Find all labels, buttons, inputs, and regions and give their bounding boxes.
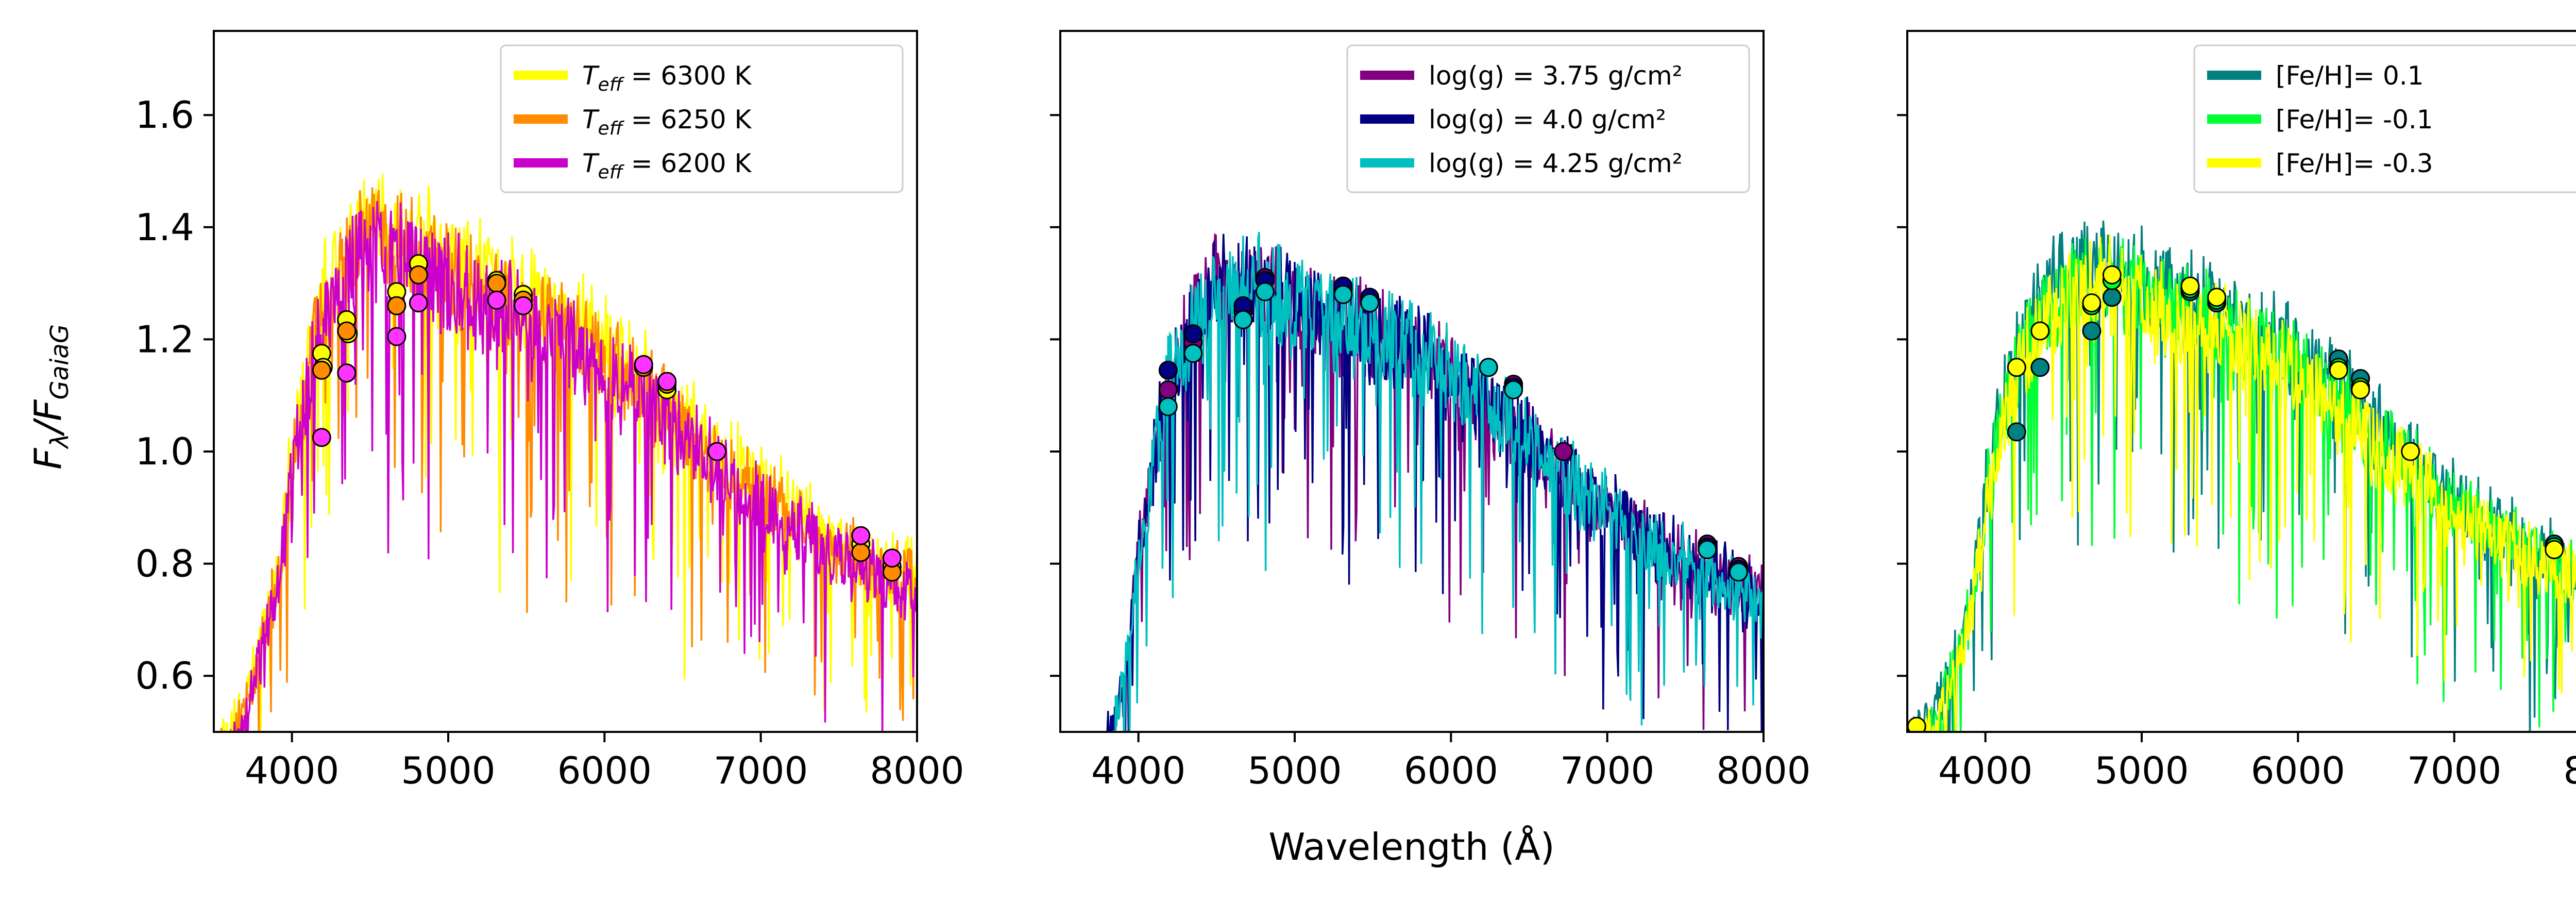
data-point xyxy=(487,290,506,310)
data-point xyxy=(387,296,406,315)
legend-label: [Fe/H]= -0.3 xyxy=(2276,148,2433,178)
data-point xyxy=(409,293,428,313)
data-point xyxy=(2007,422,2026,442)
x-tick-label: 5000 xyxy=(2094,749,2189,792)
data-point xyxy=(2102,288,2122,307)
legend-box xyxy=(2193,44,2576,193)
legend: Teff = 6300 K Teff = 6250 K Teff = 6200 K xyxy=(500,44,904,193)
x-tick-label: 5000 xyxy=(401,749,495,792)
x-tick-label: 4000 xyxy=(1091,749,1185,792)
data-point xyxy=(707,442,727,461)
legend: [Fe/H]= 0.1 [Fe/H]= -0.1 [Fe/H]= -0.3 xyxy=(2193,44,2576,193)
axes-frame xyxy=(213,30,918,733)
data-point xyxy=(1183,344,1203,363)
legend-box xyxy=(500,44,904,193)
data-point xyxy=(312,360,331,380)
data-point xyxy=(312,428,331,447)
panel-teff: 4000 5000 6000 7000 8000 0.6 0.8 1.0 1.2 1.4 1.6 Te… xyxy=(135,30,964,792)
data-point xyxy=(2180,276,2200,296)
data-point xyxy=(2102,265,2122,285)
x-tick-label: 4000 xyxy=(245,749,339,792)
legend-label: [Fe/H]= 0.1 xyxy=(2276,61,2424,91)
spectrum-line-3 xyxy=(1910,234,2576,732)
y-tick-label: 0.8 xyxy=(135,542,194,586)
y-tick-label: 1.6 xyxy=(135,93,194,137)
data-point xyxy=(387,327,406,346)
data-point xyxy=(1698,540,1717,559)
legend-label: [Fe/H]= -0.1 xyxy=(2276,105,2433,135)
x-tick-label: 7000 xyxy=(1560,749,1654,792)
data-point xyxy=(1333,285,1353,304)
data-point xyxy=(2329,360,2348,380)
x-tick-label: 7000 xyxy=(714,749,808,792)
data-point xyxy=(2082,293,2102,313)
legend-label: Teff = 6200 K xyxy=(582,148,752,183)
x-tick-label: 5000 xyxy=(1247,749,1342,792)
x-tick-label: 6000 xyxy=(2251,749,2345,792)
x-tick-label: 6000 xyxy=(1404,749,1498,792)
data-point xyxy=(2351,380,2370,399)
legend-label: Teff = 6300 K xyxy=(582,61,752,95)
data-point xyxy=(1360,293,1380,313)
data-point xyxy=(634,355,653,374)
data-point xyxy=(1233,310,1253,329)
data-point xyxy=(1183,324,1203,344)
data-point xyxy=(2082,321,2102,341)
data-point xyxy=(1158,380,1178,399)
data-point xyxy=(1158,360,1178,380)
y-tick-label: 0.6 xyxy=(135,654,194,697)
data-point xyxy=(1255,282,1275,302)
data-point xyxy=(487,274,506,293)
data-point xyxy=(1504,380,1523,399)
data-point xyxy=(2207,288,2227,307)
legend-label: log(g) = 3.75 g/cm² xyxy=(1429,61,1683,91)
x-tick-label: 6000 xyxy=(557,749,652,792)
data-point xyxy=(851,543,871,562)
data-point xyxy=(851,526,871,545)
legend-label: Teff = 6250 K xyxy=(582,105,752,139)
axes-frame xyxy=(1906,30,2576,733)
y-tick-label: 1.4 xyxy=(135,206,194,249)
data-point xyxy=(1554,442,1573,461)
data-point xyxy=(882,548,902,568)
x-tick-label: 8000 xyxy=(2563,749,2576,792)
x-axis-title: Wavelength (Å) xyxy=(1268,825,1554,868)
data-point xyxy=(1479,358,1498,377)
panel-feh: 4000 5000 6000 7000 8000 [Fe/H]= 0.1 [Fe/H]= -… xyxy=(1897,30,2576,792)
y-axis-title: Fλ/FGaiaG xyxy=(26,324,74,470)
legend: log(g) = 3.75 g/cm² log(g) = 4.0 g/cm² log… xyxy=(1346,44,1750,193)
x-tick-label: 8000 xyxy=(1716,749,1810,792)
spectrum-line-3 xyxy=(223,201,917,732)
data-point xyxy=(1728,562,1748,582)
axes-frame xyxy=(1059,30,1765,733)
x-tick-label: 8000 xyxy=(870,749,964,792)
data-point xyxy=(2007,358,2026,377)
data-point xyxy=(1158,397,1178,416)
y-tick-label: 1.2 xyxy=(135,318,194,361)
x-tick-label: 4000 xyxy=(1938,749,2032,792)
x-tick-label: 7000 xyxy=(2407,749,2501,792)
data-point xyxy=(2401,442,2420,461)
data-point xyxy=(337,363,357,383)
data-point xyxy=(409,265,428,285)
legend-label: log(g) = 4.0 g/cm² xyxy=(1429,105,1666,135)
legend-label: log(g) = 4.25 g/cm² xyxy=(1429,148,1683,178)
data-point xyxy=(2545,540,2564,559)
data-point xyxy=(657,372,677,391)
spectrum-line-2 xyxy=(220,187,917,732)
data-point xyxy=(2030,358,2050,377)
legend-box xyxy=(1346,44,1750,193)
spectrum-line-3 xyxy=(1109,231,1764,732)
data-point xyxy=(2030,321,2050,341)
y-tick-label: 1.0 xyxy=(135,430,194,473)
data-point xyxy=(514,296,533,315)
data-point xyxy=(337,321,357,341)
